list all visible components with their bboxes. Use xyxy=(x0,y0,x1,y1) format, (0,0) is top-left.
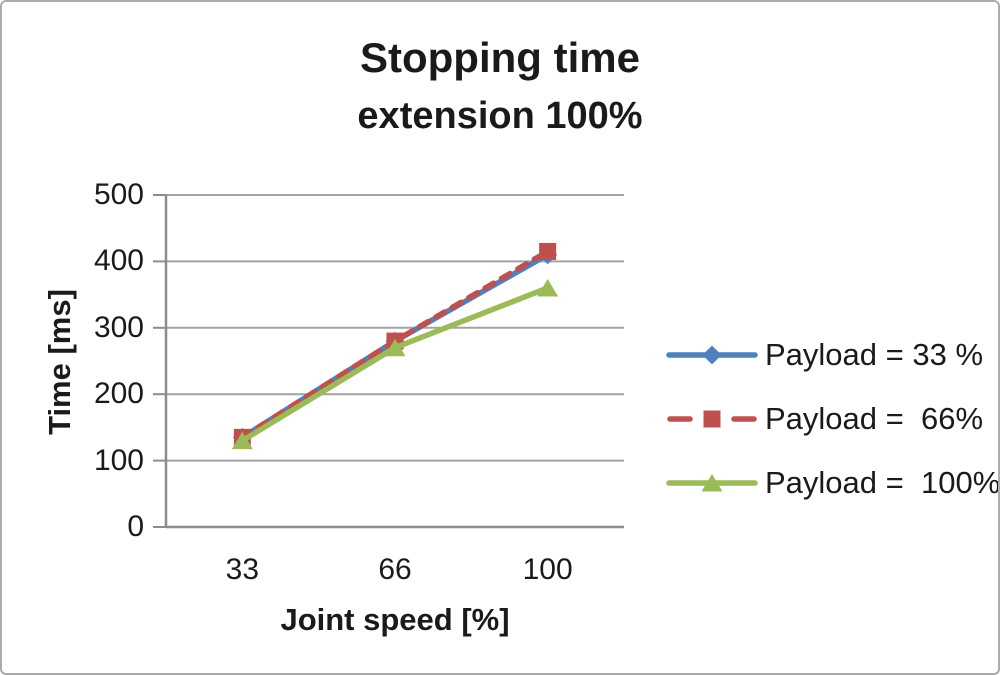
series-line-payload-100 xyxy=(239,285,551,444)
legend-swatch-triangle-icon xyxy=(666,474,758,492)
diamond-icon xyxy=(702,345,722,365)
y-tick-label-300: 300 xyxy=(93,310,144,344)
y-tick-label-100: 100 xyxy=(93,443,144,477)
x-axis-title: Joint speed [%] xyxy=(280,602,510,637)
data-point-payload-100 xyxy=(231,431,253,450)
x-tick-label-100: 100 xyxy=(522,553,573,586)
y-tick-label-400: 400 xyxy=(93,244,144,278)
legend-swatch-diamond-icon xyxy=(666,345,758,365)
square-icon xyxy=(703,410,721,428)
legend-label: Payload = 100% xyxy=(765,465,1000,500)
chart-title-line1: Stopping time xyxy=(360,34,640,81)
data-point-payload-66 xyxy=(539,242,557,260)
triangle-icon xyxy=(701,474,723,492)
legend-item-payload-100: Payload = 100% xyxy=(666,451,1000,515)
data-point-payload-100 xyxy=(537,278,559,297)
chart-title-line2: extension 100% xyxy=(357,95,643,137)
legend: Payload = 33 % Payload = 66% Payload = 100… xyxy=(666,323,1000,515)
series-payload-100 xyxy=(231,278,559,450)
x-tick-label-33: 33 xyxy=(225,553,260,586)
legend-swatch-square-icon xyxy=(667,410,757,428)
legend-item-payload-33: Payload = 33 % xyxy=(666,323,998,387)
data-point-payload-100 xyxy=(384,338,406,357)
y-tick-label-200: 200 xyxy=(93,377,144,411)
legend-label: Payload = 33 % xyxy=(765,337,984,372)
legend-item-payload-66: Payload = 66% xyxy=(666,387,998,451)
x-tick-label-66: 66 xyxy=(378,553,412,586)
legend-label: Payload = 66% xyxy=(765,401,984,436)
y-tick-label-0: 0 xyxy=(127,510,144,543)
y-tick-label-500: 500 xyxy=(93,178,144,211)
